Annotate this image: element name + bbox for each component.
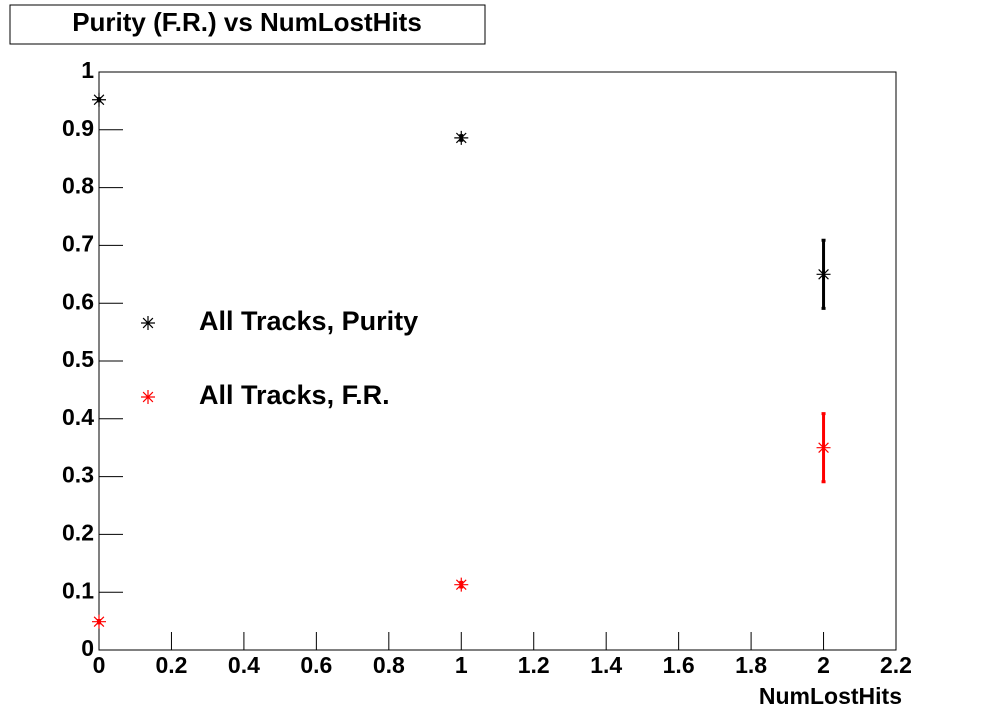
y-tick-label: 0.1 xyxy=(62,577,94,603)
legend-label: All Tracks, F.R. xyxy=(199,380,390,410)
x-tick-label: 0 xyxy=(93,652,106,678)
x-tick-label: 0.6 xyxy=(300,652,332,678)
y-tick-label: 0.4 xyxy=(62,404,94,430)
chart-title: Purity (F.R.) vs NumLostHits xyxy=(72,7,422,37)
legend-marker xyxy=(141,390,155,404)
y-tick-label: 0.3 xyxy=(62,462,94,488)
title-box xyxy=(9,4,486,45)
x-tick-label: 2.2 xyxy=(880,652,912,678)
y-tick-label: 0.6 xyxy=(62,288,94,314)
marker xyxy=(816,440,831,455)
marker xyxy=(92,92,106,107)
x-tick-label: 2 xyxy=(817,652,830,678)
legend-marker xyxy=(141,316,155,330)
x-axis-label: NumLostHits xyxy=(759,683,902,709)
x-tick-label: 1.6 xyxy=(663,652,695,678)
x-tick-label: 1 xyxy=(455,652,468,678)
legend-label: All Tracks, Purity xyxy=(199,306,418,336)
y-tick-label: 0.5 xyxy=(62,346,94,372)
marker xyxy=(454,577,469,592)
y-tick-label: 0.7 xyxy=(62,230,94,256)
x-tick-label: 0.2 xyxy=(155,652,187,678)
marker xyxy=(92,614,106,629)
y-tick-label: 0 xyxy=(81,635,94,661)
y-tick-label: 0.9 xyxy=(62,115,94,141)
x-tick-label: 0.8 xyxy=(373,652,405,678)
y-tick-label: 0.8 xyxy=(62,173,94,199)
marker xyxy=(454,130,469,145)
y-tick-label: 0.2 xyxy=(62,519,94,545)
x-tick-label: 1.2 xyxy=(518,652,550,678)
x-tick-label: 0.4 xyxy=(228,652,260,678)
y-tick-label: 1 xyxy=(81,57,94,83)
x-tick-label: 1.4 xyxy=(590,652,622,678)
marker xyxy=(816,267,831,282)
x-tick-label: 1.8 xyxy=(735,652,767,678)
